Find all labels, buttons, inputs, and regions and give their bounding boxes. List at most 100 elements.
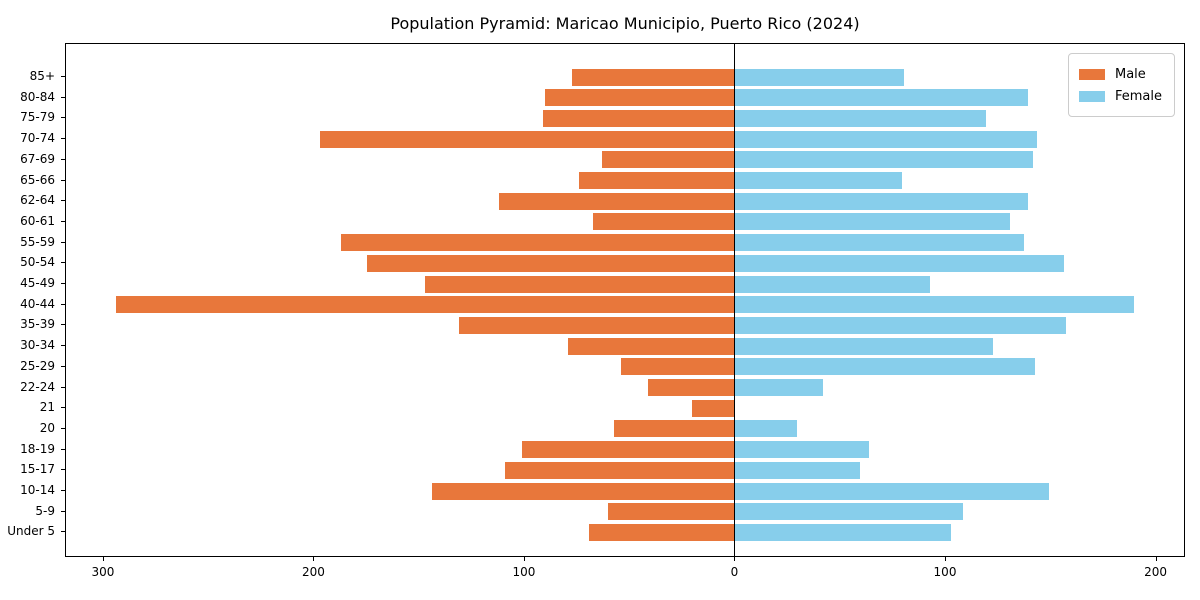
- female-bar: [734, 275, 930, 293]
- x-axis-tick-label: 200: [301, 565, 325, 579]
- chart-title: Population Pyramid: Maricao Municipio, P…: [390, 14, 860, 33]
- y-axis-tick-label: 15-17: [20, 462, 55, 477]
- female-bar: [734, 234, 1025, 252]
- female-bar: [734, 254, 1065, 272]
- y-axis-tick-label: 65-66: [20, 172, 55, 187]
- male-bar: [572, 68, 735, 86]
- y-axis-tick-mark: [61, 220, 65, 222]
- male-bar: [341, 234, 735, 252]
- y-axis-tick-mark: [61, 469, 65, 471]
- legend-item-male: Male: [1078, 63, 1162, 85]
- male-color-swatch: [1078, 68, 1105, 80]
- female-bar: [734, 523, 951, 541]
- male-bar: [320, 130, 735, 148]
- x-axis-tick-label: 300: [91, 565, 115, 579]
- male-bar: [648, 379, 735, 396]
- y-axis-tick-mark: [61, 407, 65, 409]
- y-axis-tick-mark: [61, 365, 65, 367]
- x-axis-tick-label: 0: [730, 565, 739, 579]
- y-axis-tick-mark: [61, 345, 65, 347]
- male-bar: [543, 109, 735, 127]
- x-axis-tick-mark: [1155, 557, 1157, 561]
- female-bar: [734, 130, 1037, 148]
- male-bar: [545, 89, 735, 107]
- female-bar: [734, 379, 823, 396]
- female-bar: [734, 68, 905, 86]
- y-axis-tick-mark: [61, 76, 65, 77]
- y-axis-tick-mark: [61, 138, 65, 140]
- y-axis-tick-mark: [61, 283, 65, 284]
- female-bar: [734, 109, 987, 127]
- female-bar: [734, 296, 1134, 314]
- y-axis-tick-label: 55-59: [20, 234, 55, 249]
- y-axis-tick-label: 20: [39, 420, 55, 435]
- male-bar: [589, 523, 735, 541]
- y-axis-tick-label: 21: [39, 400, 55, 415]
- female-bar: [734, 441, 869, 459]
- y-axis-tick-mark: [61, 490, 65, 491]
- male-bar: [568, 337, 735, 355]
- y-axis-tick-mark: [61, 386, 65, 388]
- y-axis-tick-mark: [61, 158, 65, 160]
- female-bar: [734, 316, 1067, 334]
- female-bar: [734, 482, 1050, 500]
- y-axis-tick-mark: [61, 200, 65, 202]
- female-bar: [734, 337, 993, 355]
- x-axis-tick-label: 200: [1144, 565, 1167, 579]
- y-axis-tick-label: 5-9: [35, 503, 55, 518]
- y-axis-tick-label: 50-54: [20, 255, 55, 270]
- male-bar: [593, 213, 735, 231]
- female-bar: [734, 213, 1010, 231]
- male-bar: [505, 461, 735, 479]
- x-axis-tick-mark: [523, 557, 525, 561]
- male-bar: [425, 275, 735, 293]
- male-bar: [458, 316, 735, 334]
- y-axis-tick-mark: [61, 96, 65, 98]
- female-bar: [734, 420, 798, 438]
- y-axis-tick-label: 62-64: [20, 193, 55, 208]
- y-axis-tick-label: 30-34: [20, 338, 55, 353]
- y-axis-tick-mark: [61, 324, 65, 326]
- female-bar: [734, 192, 1029, 210]
- male-bar: [620, 358, 735, 376]
- y-axis-tick-mark: [61, 531, 65, 533]
- y-axis-tick-label: 22-24: [20, 379, 55, 394]
- x-axis-tick-mark: [945, 557, 946, 561]
- y-axis-tick-mark: [61, 427, 65, 429]
- y-axis-tick-label: 40-44: [20, 296, 55, 311]
- male-bar: [692, 399, 735, 417]
- y-axis-tick-label: 10-14: [20, 483, 55, 497]
- female-bar: [734, 358, 1035, 376]
- male-bar: [366, 254, 735, 272]
- legend: Male Female: [1067, 53, 1175, 117]
- y-axis-tick-label: 67-69: [20, 151, 55, 166]
- female-color-swatch: [1078, 90, 1105, 102]
- male-bar: [614, 420, 735, 438]
- y-axis-tick-label: 18-19: [20, 441, 55, 456]
- y-axis-tick-mark: [61, 117, 65, 119]
- zero-axis-line: [734, 44, 736, 556]
- male-bar: [578, 172, 735, 189]
- male-bar: [608, 503, 735, 521]
- female-bar: [734, 172, 903, 189]
- y-axis-tick-mark: [61, 448, 65, 450]
- y-axis-tick-label: Under 5: [7, 524, 55, 539]
- y-axis-tick-mark: [61, 510, 65, 512]
- x-axis-tick-label: 100: [512, 565, 536, 579]
- female-bar: [734, 503, 964, 521]
- x-axis-tick-mark: [102, 557, 104, 561]
- x-axis-tick-mark: [734, 557, 736, 561]
- legend-item-female: Female: [1078, 85, 1162, 107]
- y-axis-tick-label: 75-79: [20, 110, 55, 125]
- y-axis-tick-label: 85+: [29, 69, 55, 83]
- female-bar: [734, 461, 861, 479]
- male-bar: [116, 296, 735, 314]
- y-axis-tick-label: 25-29: [20, 358, 55, 373]
- male-bar: [431, 482, 735, 500]
- y-axis-tick-label: 70-74: [20, 131, 55, 146]
- male-bar: [498, 192, 735, 210]
- y-axis-tick-mark: [61, 303, 65, 305]
- y-axis-tick-mark: [61, 179, 65, 181]
- y-axis-tick-mark: [61, 262, 65, 264]
